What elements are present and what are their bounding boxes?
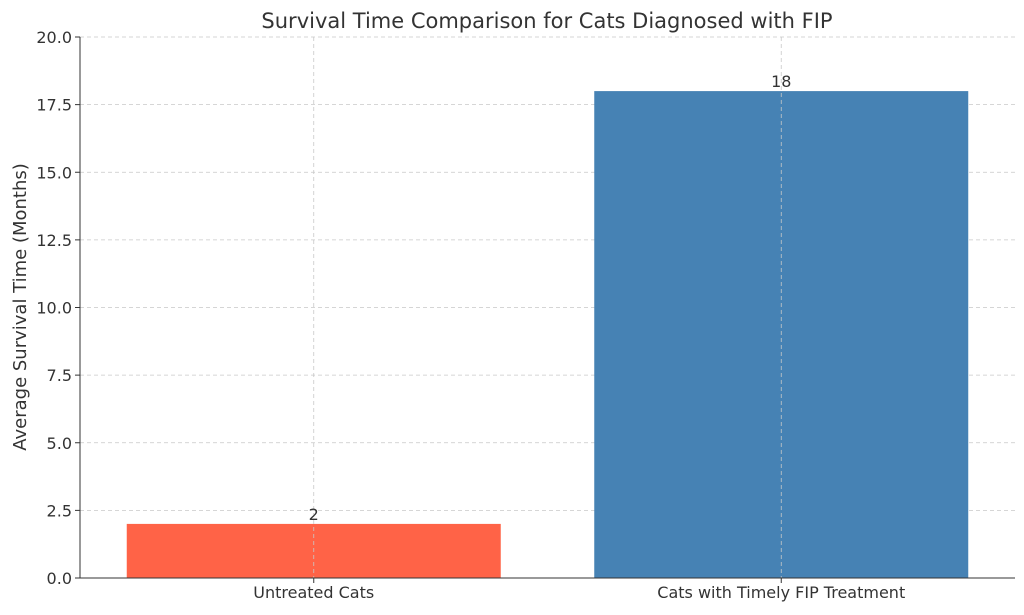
y-ticks: 0.0 2.5 5.0 7.5 10.0 12.5 15.0 17.5 20.0 bbox=[36, 28, 80, 588]
y-tick-label: 20.0 bbox=[36, 28, 72, 47]
x-tick-label: Cats with Timely FIP Treatment bbox=[657, 583, 905, 602]
y-tick-label: 15.0 bbox=[36, 163, 72, 182]
data-labels: 2 18 bbox=[309, 72, 792, 524]
chart-title: Survival Time Comparison for Cats Diagno… bbox=[261, 9, 832, 33]
y-tick-label: 17.5 bbox=[36, 96, 72, 115]
y-tick-label: 2.5 bbox=[47, 501, 72, 520]
vertical-grid-lines bbox=[313, 37, 782, 578]
y-tick-label: 0.0 bbox=[47, 569, 72, 588]
y-tick-label: 10.0 bbox=[36, 299, 72, 318]
y-tick-label: 7.5 bbox=[47, 366, 72, 385]
y-tick-label: 5.0 bbox=[47, 434, 72, 453]
data-label: 2 bbox=[309, 505, 319, 524]
x-tick-label: Untreated Cats bbox=[253, 583, 374, 602]
y-axis-label: Average Survival Time (Months) bbox=[10, 163, 31, 451]
bars bbox=[126, 91, 969, 578]
y-tick-label: 12.5 bbox=[36, 231, 72, 250]
x-ticks: Untreated Cats Cats with Timely FIP Treat… bbox=[253, 578, 905, 602]
data-label: 18 bbox=[771, 72, 791, 91]
